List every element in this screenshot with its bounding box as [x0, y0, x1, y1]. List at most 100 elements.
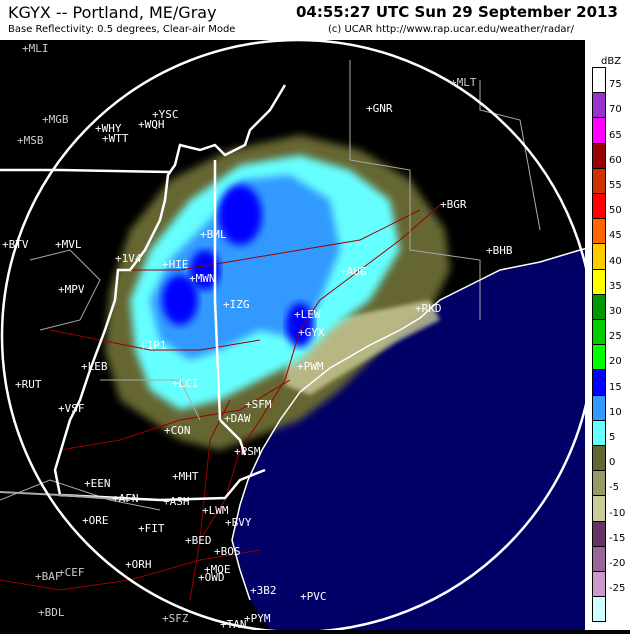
ocean — [232, 245, 630, 630]
ma-border — [0, 491, 131, 501]
city-label: +MHT — [172, 470, 199, 483]
legend-color-block — [592, 92, 606, 119]
legend-color-block — [592, 495, 606, 522]
dbz-legend: dBZ 75 70 65 60 55 50 45 40 35 30 25 20 15 10 5 0 -5 -10-… — [585, 40, 630, 630]
legend-label: 70 — [609, 104, 622, 116]
echo-darkblue — [218, 185, 262, 245]
city-label: +BAF — [35, 570, 62, 583]
legend-color-block — [592, 419, 606, 446]
legend-label: 15 — [609, 381, 622, 393]
city-label: +HIE — [162, 258, 189, 271]
echo-darkblue — [286, 303, 314, 347]
legend-color-block — [592, 117, 606, 144]
city-label: +SFZ — [162, 612, 189, 625]
city-label: +TAN — [220, 618, 247, 631]
city-label: +ORE — [82, 514, 109, 527]
city-label: +LWM — [202, 504, 229, 517]
city-label: +LEB — [81, 360, 108, 373]
legend-label: -5 — [609, 482, 619, 494]
city-label: +SFM — [245, 398, 272, 411]
legend-color-block — [592, 319, 606, 346]
legend-color-block — [592, 67, 606, 94]
city-label: +LCI — [172, 377, 199, 390]
legend-label: 60 — [609, 154, 622, 166]
city-label: +YSC — [152, 108, 179, 121]
roads — [0, 204, 441, 601]
city-label: +WTT — [102, 132, 129, 145]
legend-color-block — [592, 344, 606, 371]
city-label: +PVC — [300, 590, 327, 603]
legend-color-block — [592, 571, 606, 598]
echo-darkblue — [162, 275, 198, 325]
legend-label: -20 — [609, 558, 626, 569]
legend-label: -10 — [609, 507, 626, 519]
city-label: +WQH — [138, 118, 165, 131]
legend-color-block — [592, 268, 606, 295]
city-label: +MSB — [17, 134, 44, 147]
legend-label: 30 — [609, 306, 622, 317]
legend-label: 55 — [609, 180, 622, 191]
credit-link[interactable]: (c) UCAR http://www.rap.ucar.edu/weather… — [328, 24, 575, 35]
city-label: +IZG — [223, 298, 250, 311]
city-label: +MWN — [189, 272, 216, 285]
city-label: +OWD — [198, 571, 225, 584]
city-label: +PYM — [244, 612, 271, 625]
legend-label: 20 — [609, 356, 622, 368]
legend-label: 5 — [609, 432, 616, 443]
legend-unit: dBZ — [601, 56, 622, 67]
city-label: +BHB — [486, 244, 513, 257]
city-label: +BOS — [214, 545, 241, 558]
city-label: +CEF — [58, 566, 85, 579]
city-label: +ORH — [125, 558, 152, 571]
legend-label: -15 — [609, 532, 626, 544]
city-label: +LEW — [294, 308, 321, 321]
legend-label: 40 — [609, 255, 622, 267]
legend-label: 50 — [609, 205, 622, 217]
radar-echoes — [105, 135, 450, 450]
product-subtitle: Base Reflectivity: 0.5 degrees, Clear-ai… — [8, 24, 236, 35]
city-label: +MPV — [58, 283, 85, 296]
city-label: +WHY — [95, 122, 122, 135]
radar-map: +MLI +YSC +WQH +WHY +WTT +MGB +MSB +GNR … — [0, 38, 630, 634]
legend-label: 65 — [609, 129, 622, 141]
legend-label: 45 — [609, 230, 622, 242]
city-label: +RUT — [15, 378, 42, 391]
legend-color-block — [592, 243, 606, 270]
city-label: +PSM — [234, 445, 261, 458]
legend-color-block — [592, 545, 606, 572]
timestamp: 04:55:27 UTC Sun 29 September 2013 — [296, 3, 618, 21]
legend-color-block — [592, 596, 606, 623]
city-label: +MGB — [42, 113, 69, 126]
city-label: +DAW — [224, 412, 251, 425]
city-label: +BDL — [38, 606, 65, 619]
legend-label: 35 — [609, 280, 622, 292]
echo-darkblue — [190, 250, 220, 290]
radar-map-svg — [0, 38, 630, 634]
legend-color-block — [592, 369, 606, 396]
city-label: +BGR — [440, 198, 467, 211]
city-label: +MVL — [55, 238, 82, 251]
city-label: +MQE — [204, 563, 231, 576]
city-label: +CON — [164, 424, 191, 437]
legend-label: 10 — [609, 406, 622, 418]
city-label: +BED — [185, 534, 212, 547]
legend-label: -25 — [609, 583, 626, 595]
city-label: +3B2 — [250, 584, 277, 597]
legend-color-block — [592, 193, 606, 220]
legend-label: 25 — [609, 331, 622, 343]
city-label: +AFN — [112, 492, 139, 505]
city-label: +FIT — [138, 522, 165, 535]
legend-color-block — [592, 167, 606, 194]
legend-label: 75 — [609, 79, 622, 91]
city-label: +GYX — [298, 326, 325, 339]
city-label: +AUG — [340, 265, 367, 278]
legend-color-block — [592, 394, 606, 421]
city-label: +GNR — [366, 102, 393, 115]
county-lines — [0, 60, 541, 511]
city-label: +ASH — [163, 495, 190, 508]
city-label: +EEN — [84, 477, 111, 490]
legend-color-block — [592, 470, 606, 497]
city-label: +BML — [200, 228, 227, 241]
legend-label: 0 — [609, 457, 616, 469]
city-label: +MLI — [22, 42, 49, 55]
